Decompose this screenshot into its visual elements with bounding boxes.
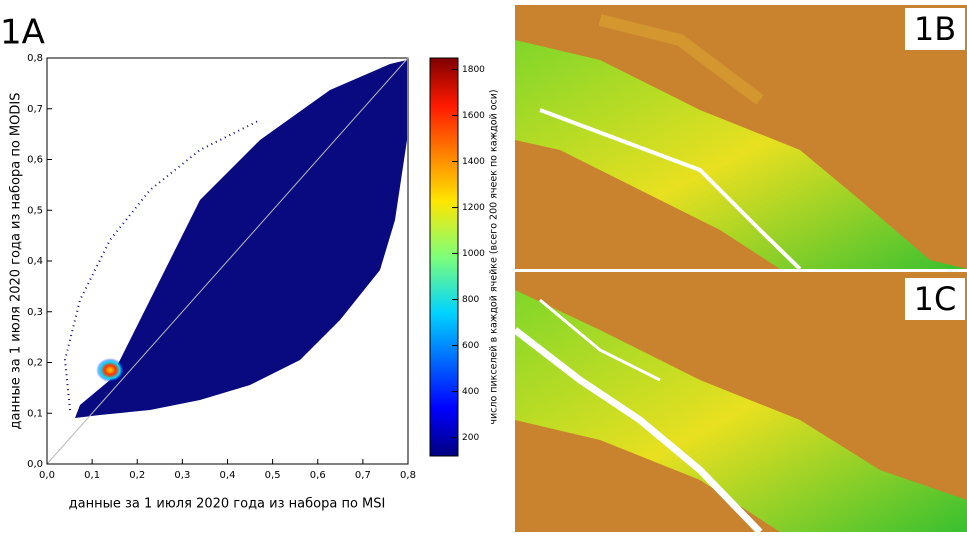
- x-tick-label: 0,8: [400, 470, 416, 481]
- x-tick-label: 0,1: [84, 470, 100, 481]
- density-cloud: [75, 60, 407, 418]
- x-axis-label: данные за 1 июля 2020 года из набора по …: [69, 497, 386, 512]
- label-box: [905, 278, 965, 320]
- y-tick-label: 0,7: [27, 104, 43, 115]
- colorbar-tick-label: 1600: [462, 111, 485, 121]
- panel-label: 1B: [914, 10, 956, 48]
- colorbar: [429, 57, 459, 457]
- x-tick-label: 0,5: [265, 470, 281, 481]
- colorbar-tick-label: 1000: [462, 249, 485, 259]
- plot-area: [46, 57, 409, 465]
- x-tick-label: 0,7: [355, 470, 371, 481]
- colorbar-tick-label: 1400: [462, 157, 485, 167]
- y-tick-label: 0,8: [27, 53, 43, 64]
- image-1c: [512, 272, 967, 535]
- panel-label: 1C: [914, 280, 957, 318]
- colorbar-tick-label: 600: [462, 341, 479, 351]
- colorbar-tick-label: 200: [462, 433, 479, 443]
- colorbar-tick-label: 1800: [462, 65, 485, 75]
- colorbar-tick-label: 400: [462, 387, 479, 397]
- x-tick-label: 0,4: [220, 470, 236, 481]
- y-tick-label: 0,0: [27, 459, 43, 470]
- y-tick-label: 0,5: [27, 205, 43, 216]
- colorbar-tick-label: 1200: [462, 203, 485, 213]
- panel-label: 1A: [0, 13, 45, 53]
- label-box: [905, 8, 965, 50]
- colorbar-label: число пикселей в каждой ячейке (всего 20…: [489, 89, 500, 424]
- y-tick-label: 0,1: [27, 408, 43, 419]
- sparse-points: [63, 119, 261, 411]
- y-tick-label: 0,6: [27, 155, 43, 166]
- colorbar-tick-label: 800: [462, 295, 479, 305]
- x-tick-label: 0,3: [174, 470, 190, 481]
- x-tick-label: 0,2: [129, 470, 145, 481]
- y-tick-label: 0,3: [27, 307, 43, 318]
- image-1b: [515, 5, 967, 271]
- x-tick-label: 0,6: [310, 470, 326, 481]
- identity-line: [46, 57, 409, 465]
- y-tick-label: 0,2: [27, 358, 43, 369]
- y-tick-label: 0,4: [27, 256, 43, 267]
- y-axis-label: данные за 1 июля 2020 года из набора по …: [9, 93, 24, 430]
- x-tick-label: 0,0: [39, 470, 55, 481]
- density-peak: [96, 358, 125, 383]
